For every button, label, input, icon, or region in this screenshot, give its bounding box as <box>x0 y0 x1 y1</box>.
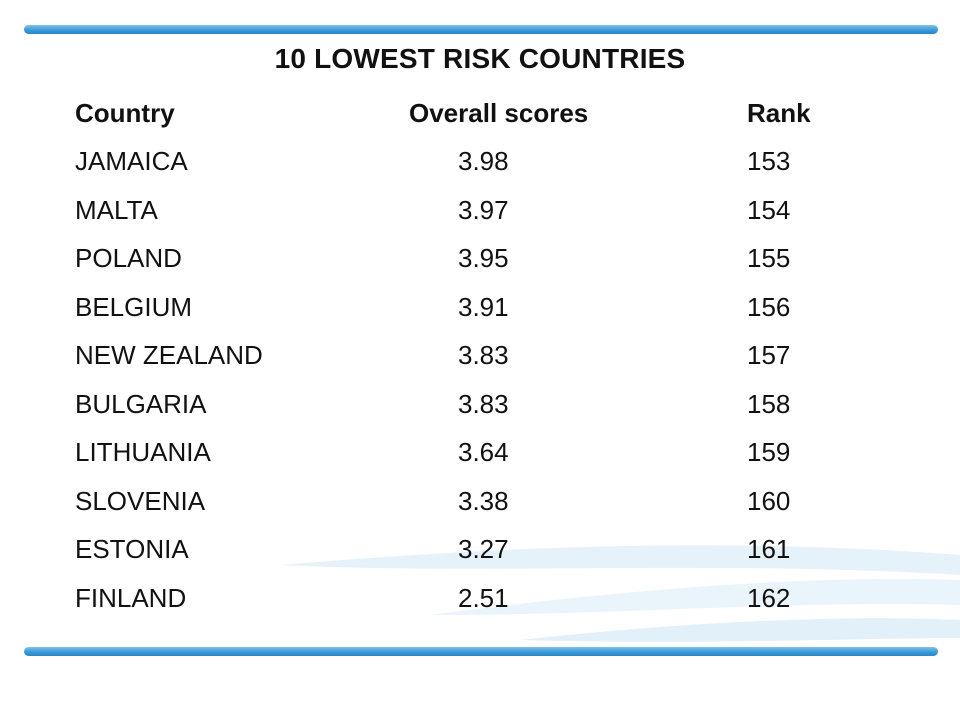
country-cell: JAMAICA <box>75 146 188 176</box>
country-cell: POLAND <box>75 243 182 273</box>
header-country: Country <box>75 98 175 128</box>
country-cell: NEW ZEALAND <box>75 340 263 370</box>
score-cell: 3.83 <box>458 340 509 370</box>
rank-cell: 155 <box>747 243 791 273</box>
country-cell: ESTONIA <box>75 534 189 564</box>
score-cell: 3.98 <box>458 146 509 176</box>
score-cell: 3.64 <box>458 437 509 467</box>
table-row: MALTA 3.97 154 <box>0 195 960 231</box>
country-cell: FINLAND <box>75 583 187 613</box>
score-cell: 3.38 <box>458 486 509 516</box>
rank-cell: 158 <box>747 389 791 419</box>
background-wave-decoration <box>280 545 960 642</box>
country-cell: SLOVENIA <box>75 486 206 516</box>
header-overall-scores: Overall scores <box>409 98 589 128</box>
header-rank: Rank <box>747 98 811 128</box>
score-cell: 3.27 <box>458 534 509 564</box>
table-row: NEW ZEALAND 3.83 157 <box>0 340 960 376</box>
rank-cell: 159 <box>747 437 791 467</box>
score-cell: 3.91 <box>458 292 509 322</box>
table-row: POLAND 3.95 155 <box>0 243 960 279</box>
rank-cell: 154 <box>747 195 791 225</box>
table-row: SLOVENIA 3.38 160 <box>0 486 960 522</box>
table-row: FINLAND 2.51 162 <box>0 583 960 619</box>
country-cell: BELGIUM <box>75 292 193 322</box>
table-row: JAMAICA 3.98 153 <box>0 146 960 182</box>
table-header-row: Country Overall scores Rank <box>0 98 960 134</box>
rank-cell: 157 <box>747 340 791 370</box>
score-cell: 2.51 <box>458 583 509 613</box>
score-cell: 3.97 <box>458 195 509 225</box>
country-cell: BULGARIA <box>75 389 207 419</box>
page-title: 10 LOWEST RISK COUNTRIES <box>274 43 686 74</box>
rank-cell: 156 <box>747 292 791 322</box>
table-row: BELGIUM 3.91 156 <box>0 292 960 328</box>
table-row: BULGARIA 3.83 158 <box>0 389 960 425</box>
table-row: ESTONIA 3.27 161 <box>0 534 960 570</box>
score-cell: 3.95 <box>458 243 509 273</box>
country-cell: LITHUANIA <box>75 437 211 467</box>
rank-cell: 153 <box>747 146 791 176</box>
rank-cell: 161 <box>747 534 791 564</box>
rank-cell: 162 <box>747 583 791 613</box>
table-row: LITHUANIA 3.64 159 <box>0 437 960 473</box>
bottom-accent-bar <box>24 647 938 656</box>
rank-cell: 160 <box>747 486 791 516</box>
country-cell: MALTA <box>75 195 158 225</box>
top-accent-bar <box>24 25 938 34</box>
score-cell: 3.83 <box>458 389 509 419</box>
